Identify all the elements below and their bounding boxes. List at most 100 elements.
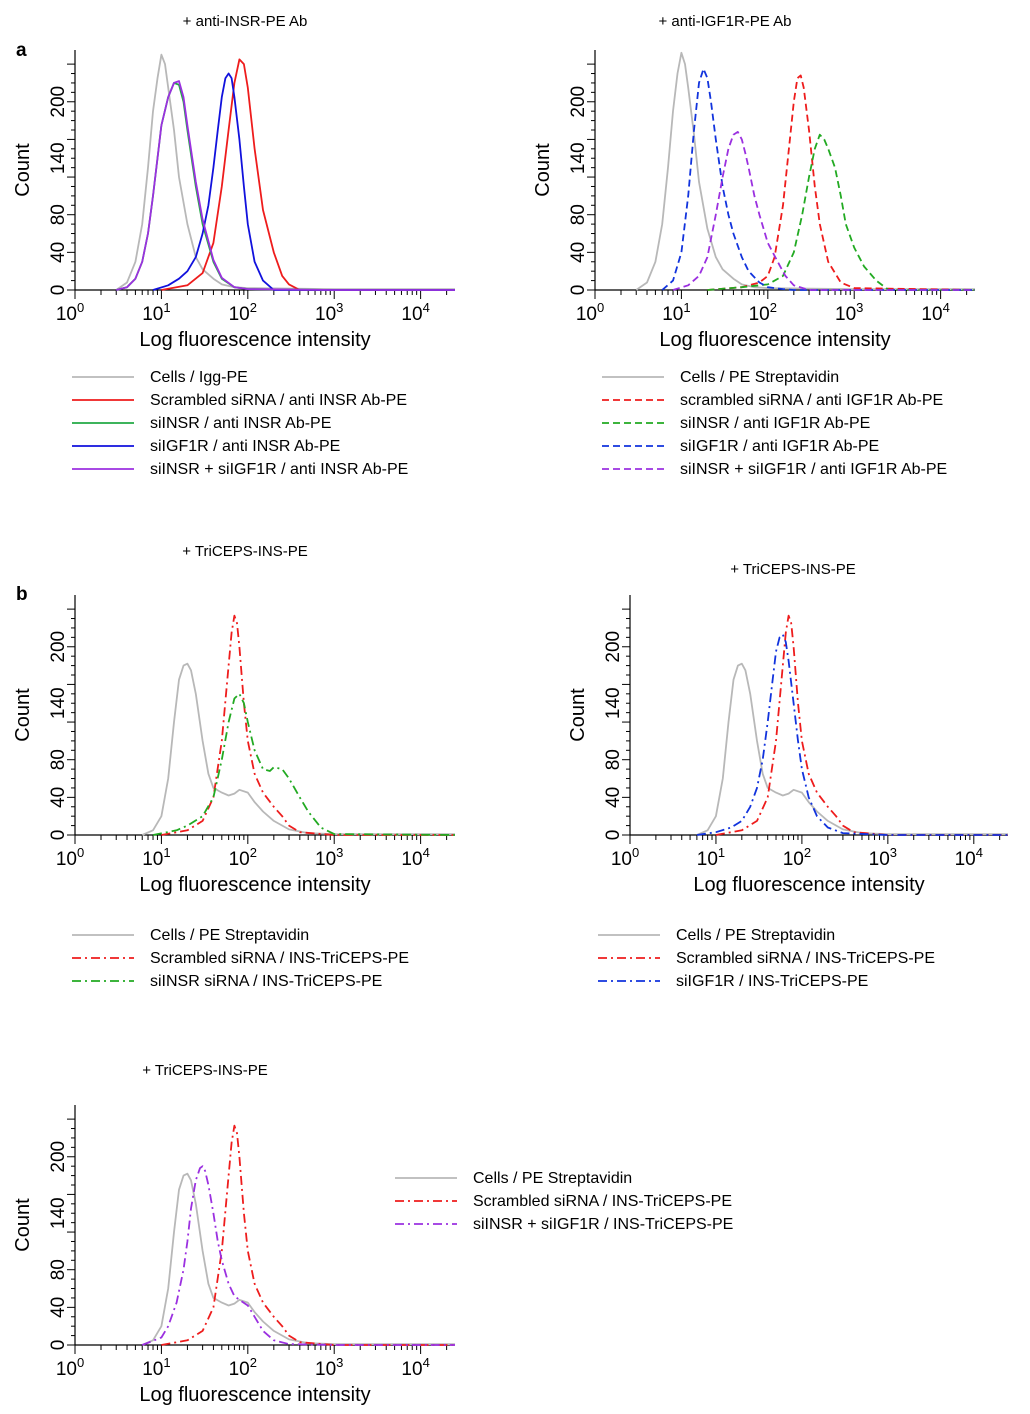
x-axis-label: Log fluorescence intensity <box>139 1384 370 1406</box>
chart-b-right: + TriCEPS-INS-PE 0 40 80 140 200 100 101 102 103 1… <box>567 561 1008 990</box>
x-tick-label: 102 <box>783 845 811 870</box>
y-tick-label: 80 <box>48 1259 69 1280</box>
x-tick-label: 100 <box>56 1355 84 1380</box>
legend-label: siIGF1R / INS-TriCEPS-PE <box>676 973 868 990</box>
legend-label: siINSR + siIGF1R / anti IGF1R Ab-PE <box>680 461 947 478</box>
y-tick-label: 200 <box>568 86 589 118</box>
series-line <box>115 80 455 291</box>
series-line <box>707 133 975 291</box>
x-tick-label: 100 <box>611 845 639 870</box>
x-tick-label: 100 <box>56 845 84 870</box>
y-axis-label: Count <box>567 688 589 742</box>
y-tick-label: 140 <box>568 142 589 174</box>
x-tick-label: 101 <box>697 845 725 870</box>
x-axis-label: Log fluorescence intensity <box>693 874 924 896</box>
x-tick-label: 104 <box>955 845 983 870</box>
legend-label: Cells / PE Streptavidin <box>676 927 835 944</box>
y-tick-label: 140 <box>48 687 69 719</box>
y-tick-label: 40 <box>48 242 69 263</box>
panel-letter: b <box>16 584 28 605</box>
y-tick-label: 200 <box>48 86 69 118</box>
y-tick-label: 40 <box>48 1297 69 1318</box>
y-tick-label: 200 <box>48 1141 69 1173</box>
y-tick-label: 140 <box>48 142 69 174</box>
legend-label: Scrambled siRNA / INS-TriCEPS-PE <box>150 950 409 967</box>
legend-label: Cells / PE Streptavidin <box>473 1170 632 1187</box>
x-tick-label: 102 <box>229 300 257 325</box>
y-axis-label: Count <box>532 143 554 197</box>
series-line <box>707 74 976 291</box>
series-line <box>715 614 1008 836</box>
legend-label: siINSR / anti INSR Ab-PE <box>150 415 331 432</box>
x-tick-label: 101 <box>142 1355 170 1380</box>
chart-c-bottom: + TriCEPS-INS-PE 0 40 80 140 200 100 101 102 103 1… <box>12 1062 733 1406</box>
x-tick-label: 104 <box>401 845 429 870</box>
legend-label: Cells / PE Streptavidin <box>150 927 309 944</box>
x-tick-label: 104 <box>401 300 429 325</box>
series-line <box>152 692 456 836</box>
panel-title: + TriCEPS-INS-PE <box>730 561 855 578</box>
panel-title: + TriCEPS-INS-PE <box>182 543 307 560</box>
series-line <box>696 633 1008 836</box>
series-line <box>161 614 455 836</box>
series-line <box>672 131 975 291</box>
legend-label: siINSR / anti IGF1R Ab-PE <box>680 415 870 432</box>
y-tick-label: 0 <box>568 285 589 296</box>
legend-label: scrambled siRNA / anti IGF1R Ab-PE <box>680 392 943 409</box>
y-tick-label: 80 <box>48 204 69 225</box>
y-tick-label: 140 <box>603 687 624 719</box>
series-line <box>115 82 455 291</box>
y-tick-label: 80 <box>568 204 589 225</box>
y-tick-label: 200 <box>48 631 69 663</box>
series-line <box>141 662 455 836</box>
y-axis-label: Count <box>12 1198 34 1252</box>
legend-label: Cells / Igg-PE <box>150 369 248 386</box>
y-tick-label: 40 <box>603 787 624 808</box>
series-line <box>161 1124 455 1346</box>
y-tick-label: 40 <box>48 787 69 808</box>
x-axis-label: Log fluorescence intensity <box>139 329 370 351</box>
chart-a-right: + anti-IGF1R-PE Ab 0 40 80 140 200 100 101 102 10… <box>532 13 976 478</box>
x-axis-label: Log fluorescence intensity <box>139 874 370 896</box>
y-axis-label: Count <box>12 143 34 197</box>
y-tick-label: 200 <box>603 631 624 663</box>
series-line <box>115 53 455 291</box>
series-line <box>635 51 975 291</box>
legend-label: Cells / PE Streptavidin <box>680 369 839 386</box>
x-tick-label: 102 <box>229 845 257 870</box>
chart-b-left: + TriCEPS-INS-PE b 0 40 80 140 200 100 101 102 103… <box>12 543 456 990</box>
y-tick-label: 0 <box>603 830 624 841</box>
y-axis-label: Count <box>12 688 34 742</box>
panel-title: + anti-INSR-PE Ab <box>183 13 308 30</box>
x-tick-label: 100 <box>56 300 84 325</box>
legend-label: siINSR + siIGF1R / INS-TriCEPS-PE <box>473 1216 733 1233</box>
y-tick-label: 0 <box>48 830 69 841</box>
series-line <box>152 72 455 291</box>
x-tick-label: 103 <box>315 845 343 870</box>
series-line <box>661 67 975 291</box>
x-tick-label: 103 <box>315 300 343 325</box>
y-tick-label: 0 <box>48 285 69 296</box>
x-tick-label: 100 <box>576 300 604 325</box>
series-line <box>141 1165 455 1346</box>
legend-label: Scrambled siRNA / anti INSR Ab-PE <box>150 392 407 409</box>
series-line <box>161 58 455 291</box>
x-tick-label: 103 <box>869 845 897 870</box>
x-tick-label: 101 <box>142 845 170 870</box>
legend-label: siINSR siRNA / INS-TriCEPS-PE <box>150 973 382 990</box>
x-tick-label: 104 <box>401 1355 429 1380</box>
x-tick-label: 104 <box>921 300 949 325</box>
chart-a-left: + anti-INSR-PE Ab a 0 40 80 140 200 100 101 102 10… <box>12 13 455 478</box>
y-tick-label: 80 <box>603 749 624 770</box>
y-tick-label: 140 <box>48 1197 69 1229</box>
panel-letter: a <box>16 40 27 61</box>
legend-label: siIGF1R / anti INSR Ab-PE <box>150 438 340 455</box>
x-tick-label: 102 <box>749 300 777 325</box>
x-tick-label: 101 <box>142 300 170 325</box>
panel-title: + TriCEPS-INS-PE <box>142 1062 267 1079</box>
x-tick-label: 102 <box>229 1355 257 1380</box>
x-tick-label: 103 <box>315 1355 343 1380</box>
y-tick-label: 80 <box>48 749 69 770</box>
y-tick-label: 0 <box>48 1340 69 1351</box>
